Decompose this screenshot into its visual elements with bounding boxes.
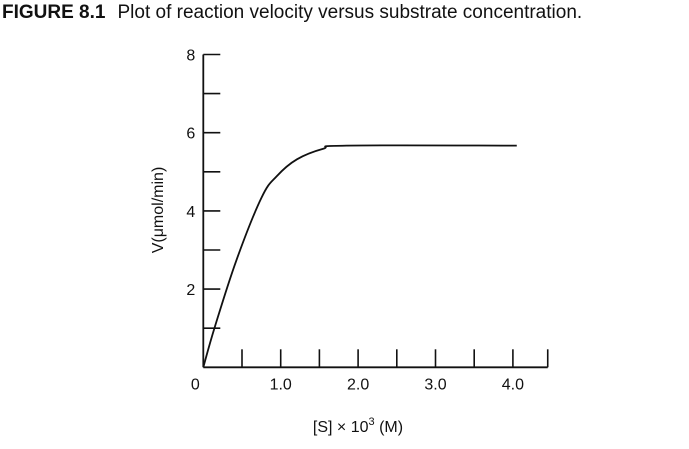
ticks	[203, 53, 549, 368]
tick-labels: 0 1.0 2.0 3.0 4.0 2 4 6 8	[186, 48, 524, 394]
velocity-curve	[202, 144, 517, 368]
x-tick-label: 0	[191, 376, 200, 393]
y-tick-label: 8	[186, 48, 195, 65]
x-tick-label: 1.0	[270, 376, 292, 393]
chart-title: Plot of reaction velocity versus substra…	[117, 2, 583, 23]
x-axis-title-sup: 3	[369, 416, 375, 428]
x-axis-title-main: [S] × 10	[313, 419, 369, 436]
figure-label: FIGURE 8.1	[2, 2, 106, 23]
y-tick-label: 2	[186, 282, 195, 299]
figure-caption: FIGURE 8.1 Plot of reaction velocity vers…	[2, 2, 582, 24]
x-axis-title: [S] × 103 (M)	[313, 416, 403, 436]
x-tick-label: 2.0	[347, 376, 369, 393]
x-tick-label: 3.0	[424, 376, 446, 393]
y-tick-label: 6	[186, 126, 195, 143]
x-tick-label: 4.0	[502, 376, 524, 393]
y-axis-title: V(μmol/min)	[150, 167, 167, 254]
y-tick-label: 4	[186, 204, 195, 221]
x-axis-title-unit: (M)	[375, 419, 403, 436]
